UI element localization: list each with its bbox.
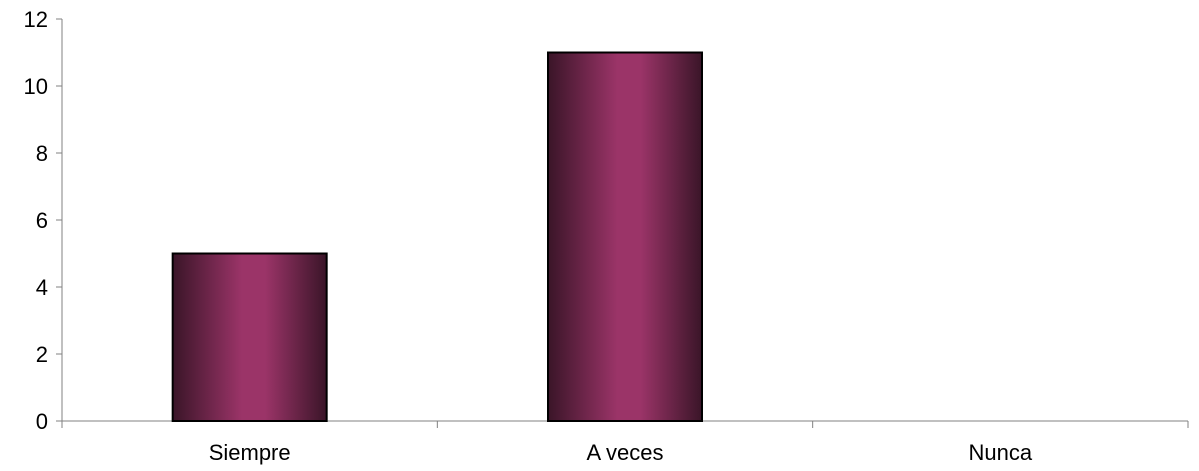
bar	[547, 51, 703, 422]
y-tick-label: 0	[36, 409, 48, 434]
y-tick-label: 4	[36, 275, 48, 300]
y-tick-label: 6	[36, 208, 48, 233]
x-category-label: Siempre	[209, 440, 291, 465]
x-category-label: A veces	[586, 440, 663, 465]
y-tick-label: 2	[36, 342, 48, 367]
plot-area: 0 2 4 6 8 10 12 Siempre A veces Nunca	[24, 7, 1189, 465]
bar	[171, 252, 328, 422]
x-category-label: Nunca	[969, 440, 1033, 465]
y-tick-label: 12	[24, 7, 48, 32]
y-tick-label: 8	[36, 141, 48, 166]
y-tick-label: 10	[24, 74, 48, 99]
